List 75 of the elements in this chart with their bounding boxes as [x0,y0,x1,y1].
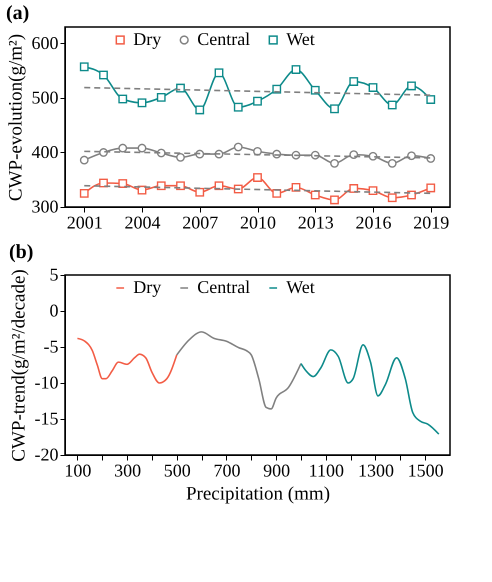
y-tick-label: -20 [34,444,58,464]
legend-label: Dry [133,277,162,297]
x-tick-label: 500 [164,460,191,480]
point [80,188,89,198]
point [330,104,339,114]
x-tick-label: 2013 [298,212,334,232]
point [176,152,185,162]
y-tick-label: 600 [32,32,58,53]
legend-label: Wet [286,277,315,297]
point [349,184,358,193]
point [138,98,146,108]
point [118,144,128,152]
point [80,156,89,164]
chart-title: (a) [6,2,30,24]
point [426,95,436,104]
x-tick-label: 2001 [66,212,103,232]
x-tick-label: 1300 [358,460,394,480]
point [138,144,146,152]
x-tick-label: 1100 [308,460,344,480]
point [388,158,397,168]
y-tick-label: -5 [44,336,58,356]
point [310,190,320,200]
x-tick-label: 300 [114,460,142,480]
x-tick-label: 100 [64,460,92,480]
y-tick-label: 0 [50,300,58,320]
point [176,84,185,92]
point [80,62,89,72]
point [195,106,204,114]
chart-title: (b) [9,241,34,263]
y-tick-label: 500 [32,87,58,108]
x-tick-label: 900 [263,460,290,480]
line-series [176,331,302,410]
line-series [76,338,178,384]
point [118,94,128,104]
x-tick-label: 700 [213,460,240,480]
y-tick-label: -10 [34,372,58,392]
point [253,96,262,106]
legend-label: Wet [286,29,315,49]
point [156,92,166,102]
x-tick-label: 2010 [240,212,276,232]
point [407,82,416,90]
y-tick-label: -15 [34,408,58,428]
point [234,102,243,112]
y-tick-label: 5 [50,264,58,284]
point [99,178,108,188]
y-axis-title: CWP-trend(g/m²/decade) [8,269,30,462]
point [388,193,397,202]
x-tick-label: 2019 [413,212,450,232]
point [253,173,262,182]
x-tick-label: 2004 [124,212,160,232]
x-tick-label: 2016 [356,212,392,232]
point [368,83,378,92]
legend-label: Central [197,277,250,297]
point [138,186,146,194]
point [292,65,300,74]
point [426,184,436,192]
point [349,77,358,86]
point [368,186,378,196]
point [330,196,339,204]
point [214,68,224,78]
legend-label: Dry [133,29,162,49]
y-tick-label: 400 [32,142,58,162]
point [176,181,185,190]
point [330,158,339,168]
x-tick-label: 2007 [182,212,218,232]
point [407,190,416,200]
legend-label: Central [197,29,250,49]
line-series [300,344,440,435]
x-tick-label: 1500 [408,460,444,480]
point [388,100,397,110]
y-tick-label: 300 [32,196,58,216]
y-axis-title: CWP-evolution(g/m²) [6,34,26,202]
point [99,70,108,80]
x-axis-title: Precipitation (mm) [186,484,330,504]
point [234,142,243,152]
